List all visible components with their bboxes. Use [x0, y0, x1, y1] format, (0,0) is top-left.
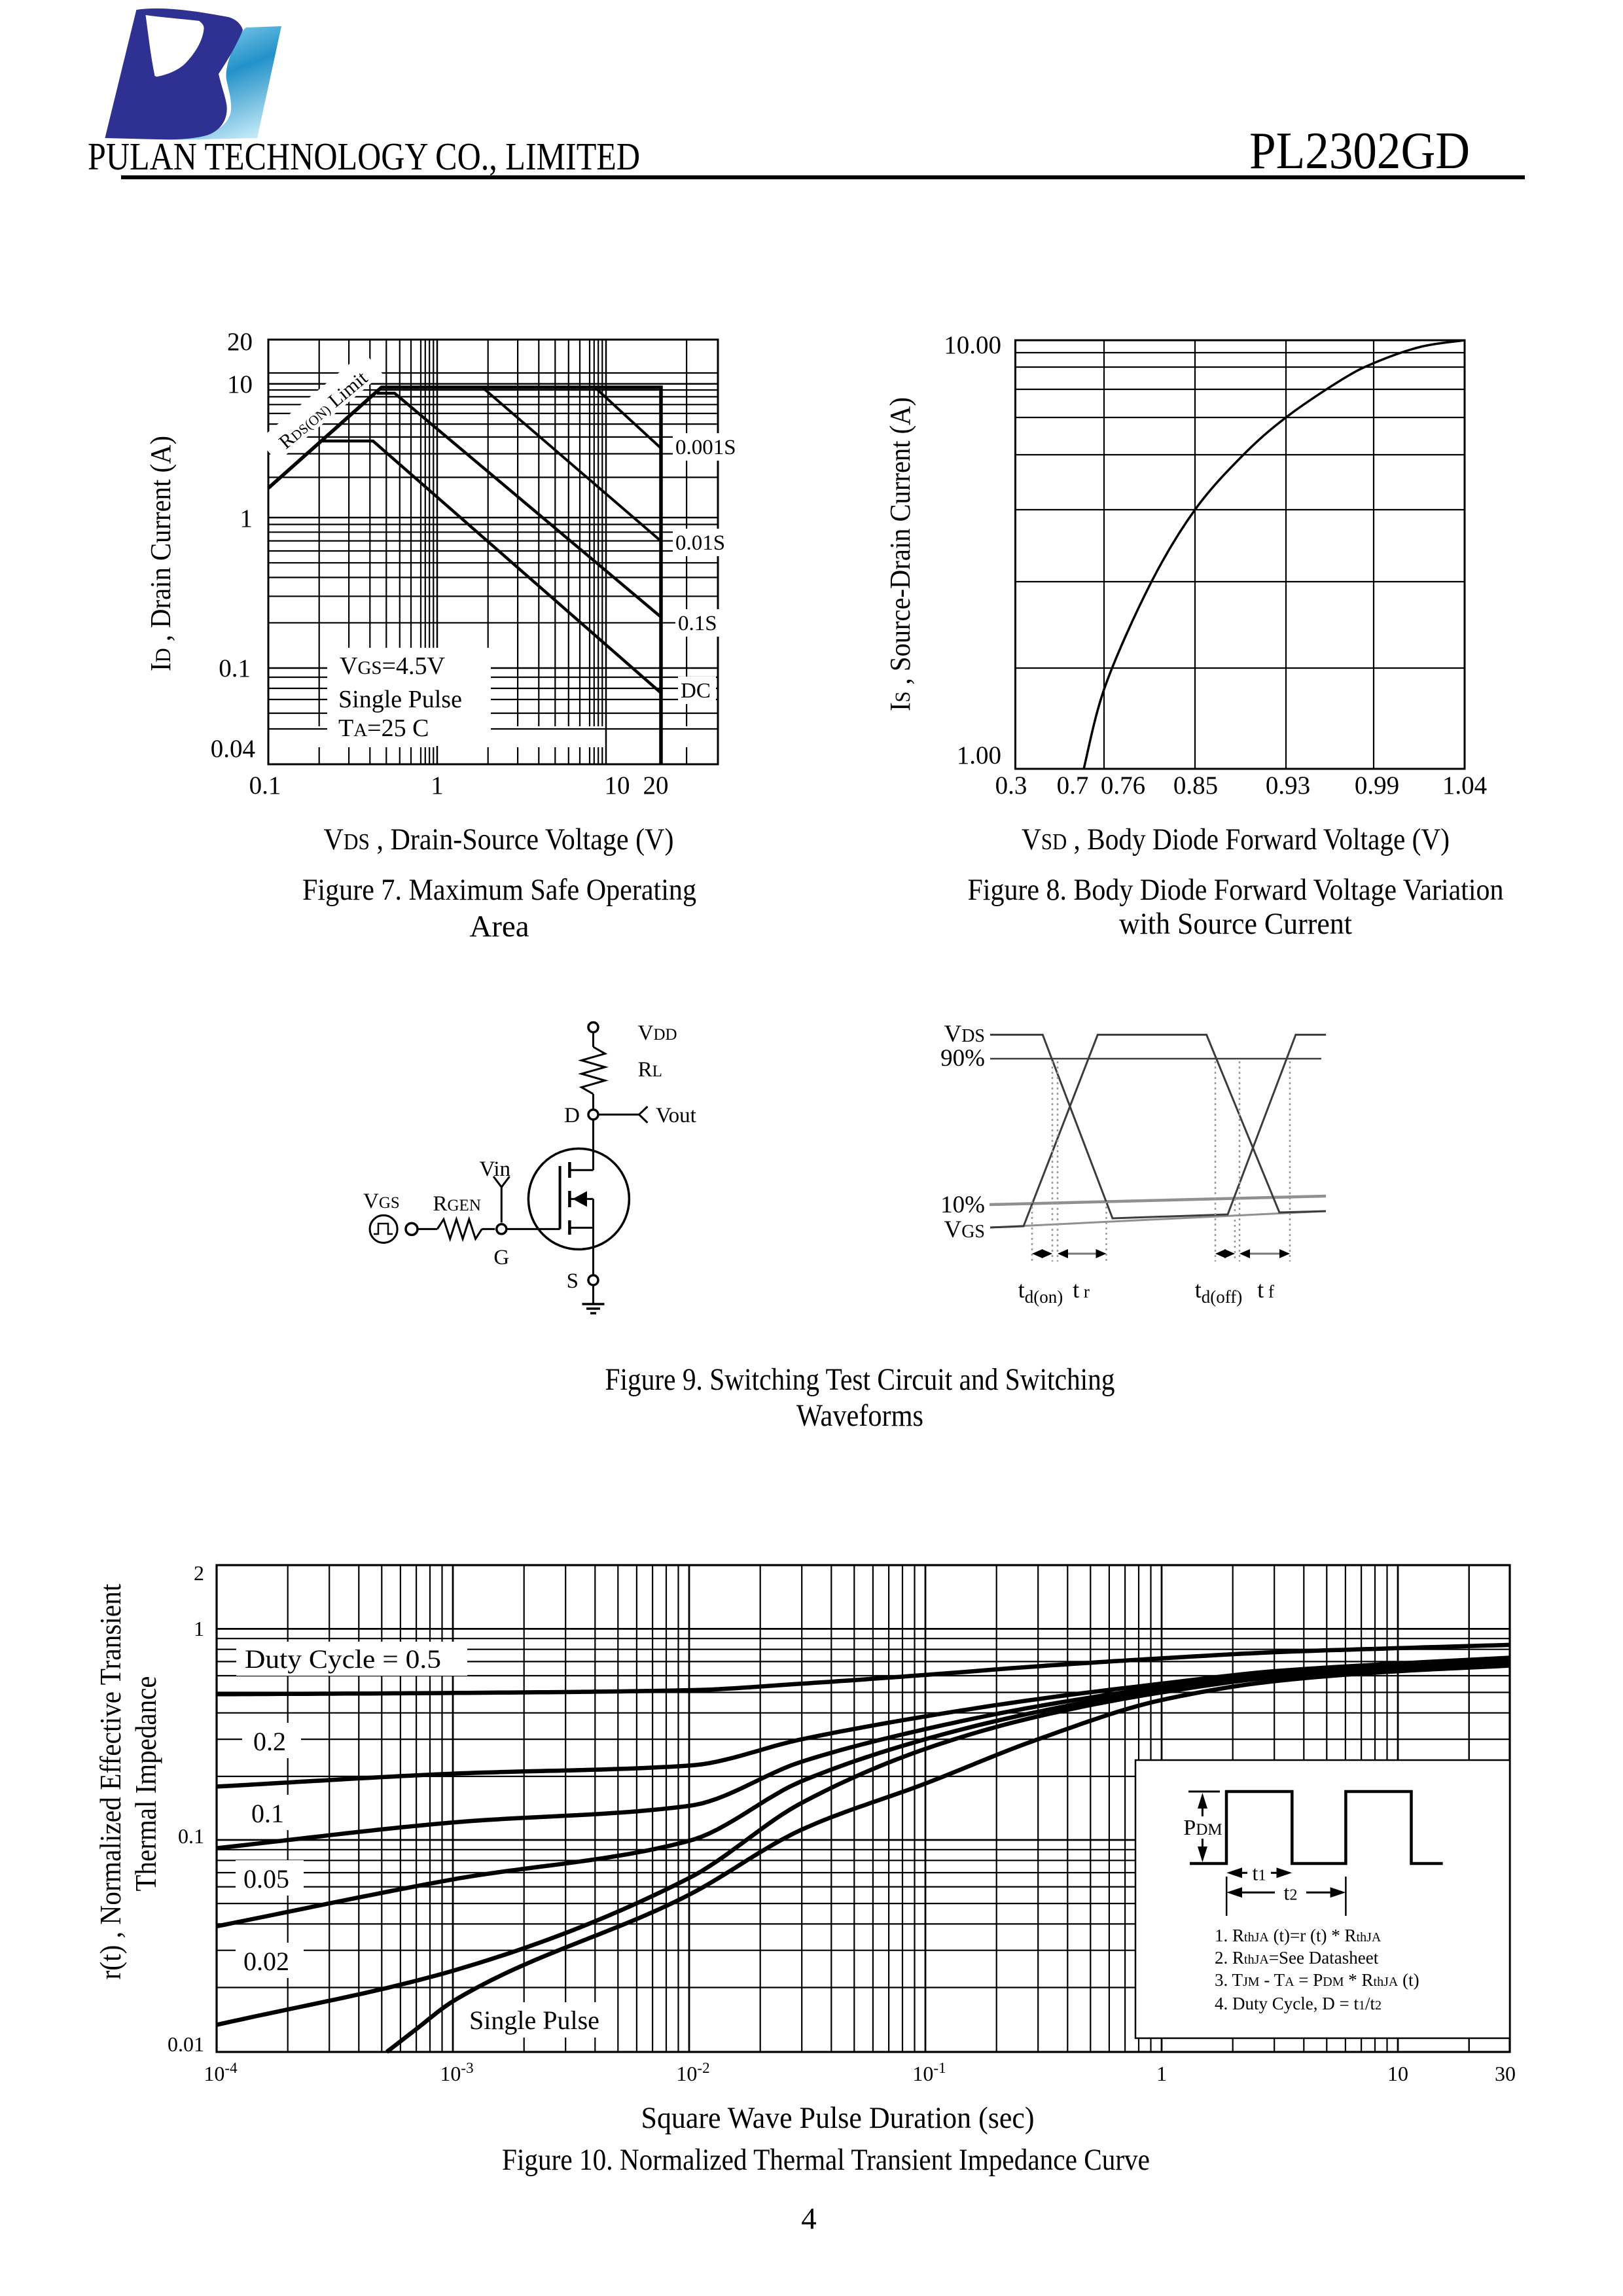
- svg-text:10: 10: [1387, 2062, 1408, 2085]
- svg-text:1.04: 1.04: [1442, 771, 1487, 800]
- svg-text:0.1: 0.1: [178, 1824, 204, 1848]
- svg-text:10-3: 10-3: [440, 2060, 473, 2085]
- svg-text:90%: 90%: [940, 1045, 985, 1072]
- svg-text:PULAN TECHNOLOGY CO., LIMITED: PULAN TECHNOLOGY CO., LIMITED: [88, 135, 640, 178]
- svg-text:1: 1: [240, 504, 253, 533]
- svg-text:20: 20: [643, 771, 669, 800]
- svg-text:VDS , Drain-Source Voltage (V): VDS , Drain-Source Voltage (V): [324, 822, 674, 857]
- svg-text:0.1: 0.1: [249, 771, 281, 800]
- svg-text:0.1S: 0.1S: [678, 612, 717, 635]
- svg-text:Single Pulse: Single Pulse: [338, 686, 462, 713]
- svg-text:1: 1: [1156, 2062, 1167, 2085]
- svg-text:0.001S: 0.001S: [675, 436, 736, 459]
- svg-text:Figure 9. Switching Test Circu: Figure 9. Switching Test Circuit and Swi…: [605, 1362, 1115, 1397]
- svg-text:4. Duty Cycle, D = t1/t2: 4. Duty Cycle, D = t1/t2: [1215, 1994, 1382, 2013]
- svg-text:0.02: 0.02: [243, 1947, 289, 1976]
- svg-text:1.00: 1.00: [957, 741, 1001, 769]
- svg-text:VSD , Body Diode Forward Volta: VSD , Body Diode Forward Voltage (V): [1022, 822, 1450, 857]
- svg-text:S: S: [567, 1269, 579, 1293]
- svg-text:10%: 10%: [940, 1192, 985, 1218]
- svg-text:r(t) , Normalized Effective Tr: r(t) , Normalized Effective Transient: [94, 1583, 127, 1979]
- svg-text:ID , Drain Current (A): ID , Drain Current (A): [145, 436, 177, 671]
- svg-text:Figure 8. Body Diode Forward V: Figure 8. Body Diode Forward Voltage Var…: [968, 873, 1504, 907]
- svg-text:Vin: Vin: [480, 1157, 511, 1181]
- svg-text:10.00: 10.00: [944, 331, 1001, 359]
- svg-text:Single Pulse: Single Pulse: [469, 2005, 599, 2035]
- svg-text:0.01: 0.01: [168, 2032, 204, 2056]
- svg-text:2: 2: [194, 1561, 204, 1585]
- svg-text:1: 1: [431, 771, 444, 800]
- svg-text:0.3: 0.3: [995, 771, 1027, 800]
- svg-text:Area: Area: [469, 910, 529, 944]
- svg-text:0.05: 0.05: [243, 1864, 289, 1894]
- svg-text:0.7: 0.7: [1057, 771, 1089, 800]
- svg-text:Vout: Vout: [656, 1104, 696, 1127]
- svg-text:with Source Current: with Source Current: [1119, 907, 1352, 941]
- svg-text:Thermal Impedance: Thermal Impedance: [129, 1676, 162, 1892]
- svg-text:20: 20: [227, 328, 253, 356]
- svg-text:10-2: 10-2: [676, 2060, 709, 2085]
- svg-text:PL2302GD: PL2302GD: [1249, 122, 1470, 180]
- svg-text:0.01S: 0.01S: [675, 531, 725, 555]
- svg-text:0.04: 0.04: [211, 735, 255, 763]
- svg-text:0.85: 0.85: [1173, 771, 1218, 800]
- svg-text:Figure 10. Normalized Thermal: Figure 10. Normalized Thermal Transient …: [502, 2143, 1150, 2177]
- svg-text:VGS=4.5V: VGS=4.5V: [340, 652, 445, 680]
- svg-text:DC: DC: [681, 679, 711, 703]
- svg-text:3. TJM - TA = PDM * RthJA (t): 3. TJM - TA = PDM * RthJA (t): [1215, 1970, 1419, 1990]
- svg-text:0.1: 0.1: [251, 1799, 284, 1828]
- svg-text:Waveforms: Waveforms: [796, 1398, 923, 1433]
- svg-text:1: 1: [194, 1617, 204, 1640]
- svg-text:G: G: [493, 1246, 509, 1269]
- svg-text:t2: t2: [1284, 1881, 1298, 1904]
- svg-text:10: 10: [227, 370, 253, 398]
- svg-text:t1: t1: [1253, 1861, 1266, 1884]
- svg-text:0.93: 0.93: [1266, 771, 1310, 800]
- svg-text:D: D: [564, 1104, 580, 1127]
- svg-text:0.2: 0.2: [253, 1727, 286, 1756]
- svg-text:0.1: 0.1: [219, 654, 251, 682]
- svg-text:10: 10: [605, 771, 630, 800]
- svg-text:Square Wave Pulse Duration (se: Square Wave Pulse Duration (sec): [641, 2101, 1035, 2135]
- svg-text:PDM: PDM: [1183, 1816, 1222, 1840]
- svg-text:Duty Cycle = 0.5: Duty Cycle = 0.5: [245, 1644, 441, 1674]
- svg-text:Figure 7. Maximum Safe Operati: Figure 7. Maximum Safe Operating: [302, 873, 696, 907]
- svg-text:30: 30: [1495, 2062, 1516, 2085]
- svg-text:4: 4: [801, 2202, 817, 2236]
- svg-text:IS , Source-Drain Current (A): IS , Source-Drain Current (A): [884, 397, 916, 711]
- svg-text:0.76: 0.76: [1101, 771, 1145, 800]
- svg-text:0.99: 0.99: [1355, 771, 1399, 800]
- svg-text:1. RthJA (t)=r (t) * RthJA: 1. RthJA (t)=r (t) * RthJA: [1215, 1926, 1382, 1945]
- svg-text:2. RthJA=See Datasheet: 2. RthJA=See Datasheet: [1215, 1948, 1379, 1968]
- svg-text:TA=25 C: TA=25 C: [338, 715, 429, 742]
